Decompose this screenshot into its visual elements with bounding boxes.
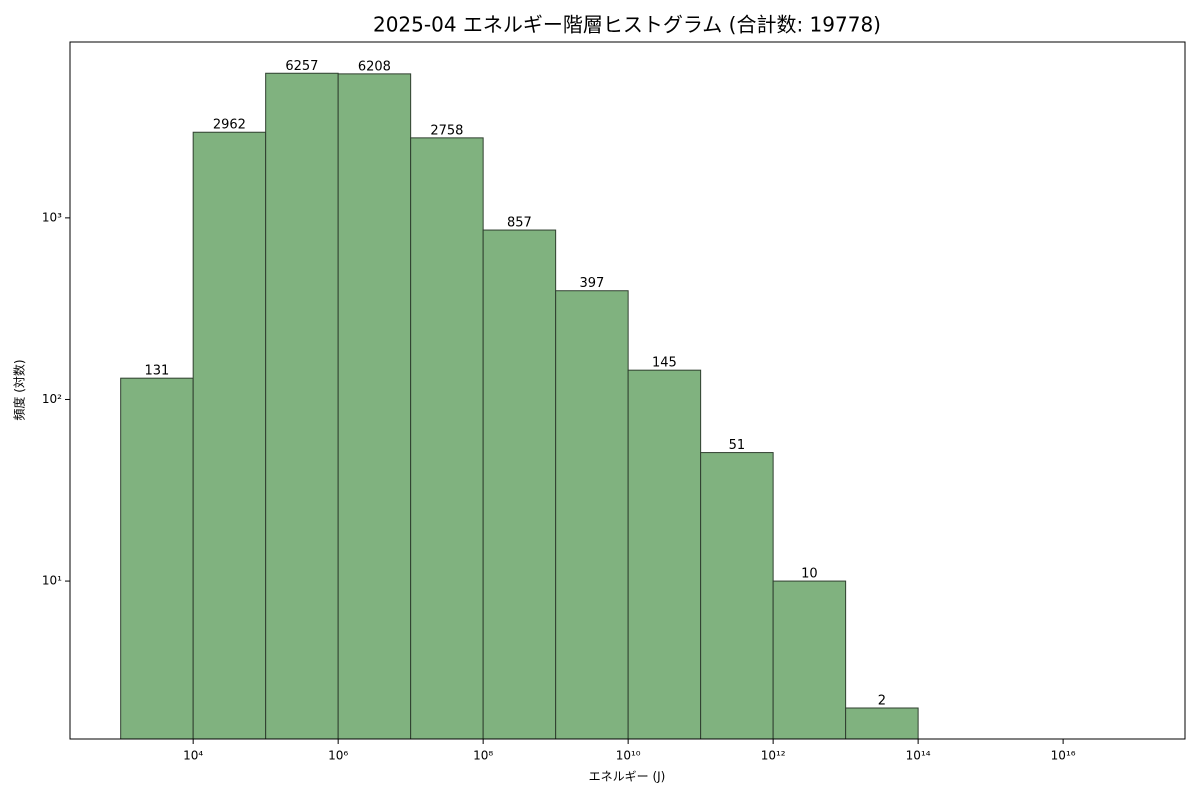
bar — [265, 72, 339, 740]
x-tick-label: 10¹⁰ — [616, 749, 641, 763]
value-label: 2962 — [213, 118, 246, 133]
bar — [845, 707, 919, 740]
plot-frame — [69, 41, 1186, 740]
bar — [772, 580, 847, 740]
value-label: 6257 — [285, 59, 318, 74]
bar — [192, 131, 267, 740]
x-tick-label: 10¹⁶ — [1051, 749, 1076, 763]
y-tick-label: 10¹ — [42, 574, 62, 588]
x-tick-label: 10¹⁴ — [906, 749, 931, 763]
x-tick-label: 10⁶ — [328, 749, 348, 763]
chart-title: 2025-04 エネルギー階層ヒストグラム (合計数: 19778) — [373, 13, 881, 37]
bar — [337, 73, 412, 740]
x-tick-label: 10⁸ — [473, 749, 493, 763]
value-label: 51 — [729, 438, 746, 453]
value-label: 145 — [652, 356, 677, 371]
x-axis-label: エネルギー (J) — [589, 770, 666, 784]
value-label: 397 — [579, 276, 604, 291]
value-label: 2758 — [430, 123, 463, 138]
value-label: 10 — [801, 567, 818, 582]
bar — [482, 229, 557, 740]
x-tick-label: 10⁴ — [183, 749, 203, 763]
bar — [555, 290, 629, 740]
x-tick-label: 10¹² — [761, 749, 786, 763]
value-label: 857 — [507, 216, 532, 231]
bar — [700, 452, 774, 740]
y-tick-label: 10² — [42, 392, 62, 406]
bar — [410, 137, 484, 740]
value-label: 2 — [878, 694, 886, 709]
value-label: 6208 — [358, 59, 391, 74]
bar — [627, 369, 702, 740]
bar — [120, 377, 194, 740]
value-label: 131 — [145, 364, 170, 379]
y-axis-label: 頻度 (対数) — [12, 359, 27, 420]
y-tick-label: 10³ — [42, 210, 62, 224]
